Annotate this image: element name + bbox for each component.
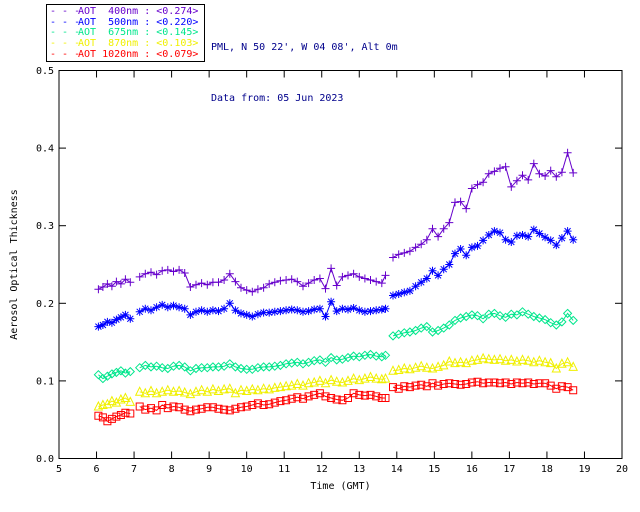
y-tick-label: 0.3: [36, 221, 54, 232]
x-tick-label: 16: [466, 464, 478, 475]
legend-dash-sample-1020nm: - - -: [50, 48, 81, 60]
plot-box: [58, 70, 623, 459]
x-tick-label: 11: [278, 464, 290, 475]
legend: - - - AOT 400nm : <0.274> - - - AOT 500n…: [46, 4, 205, 62]
y-tick-label: 0.1: [36, 376, 54, 387]
x-tick-label: 10: [241, 464, 253, 475]
y-tick-label: 0.4: [36, 144, 54, 155]
x-tick-label: 20: [616, 464, 628, 475]
legend-item-400nm: - - - AOT 400nm : <0.274>: [50, 7, 201, 18]
y-tick-label: 0.5: [36, 66, 54, 77]
y-tick-label: 0.0: [36, 454, 54, 465]
legend-label-400nm: AOT 400nm : <0.274>: [78, 6, 199, 18]
x-tick-label: 7: [131, 464, 137, 475]
x-tick-label: 17: [503, 464, 515, 475]
y-tick-label: 0.2: [36, 299, 54, 310]
series-500nm: [94, 225, 578, 331]
data-date: Data from: 05 Jun 2023: [211, 93, 344, 104]
station-info: PML, N 50 22', W 04 08', Alt 0m: [211, 42, 398, 53]
legend-dash-sample-400nm: - - -: [50, 6, 81, 18]
y-axis-title: Aerosol Optical Thickness: [9, 189, 20, 340]
legend-label-500nm: AOT 500nm : <0.220>: [78, 16, 199, 28]
x-tick-label: 14: [391, 464, 403, 475]
x-tick-label: 6: [94, 464, 100, 475]
series-markers-675nm: [93, 307, 578, 384]
x-tick-label: 9: [206, 464, 212, 475]
x-axis: 5 6 7 8 9 10 11 12 13 14 15 16 17 18 19 20 Time (GMT): [56, 70, 628, 492]
series-line-400nm: [98, 150, 574, 293]
legend-dash-sample-870nm: - - -: [50, 38, 81, 50]
legend-label-1020nm: AOT 1020nm : <0.079>: [78, 48, 199, 60]
series-400nm: [94, 148, 578, 296]
x-tick-label: 19: [578, 464, 590, 475]
x-tick-label: 8: [169, 464, 175, 475]
legend-dash-sample-500nm: - - -: [50, 16, 81, 28]
series-markers-1020nm: [94, 377, 578, 426]
x-tick-label: 12: [316, 464, 328, 475]
series-line-675nm: [98, 311, 574, 380]
legend-label-870nm: AOT 870nm : <0.103>: [78, 38, 199, 50]
x-tick-label: 5: [56, 464, 62, 475]
series-markers-500nm: [94, 225, 578, 331]
chart-header: PML, N 50 22', W 04 08', Alt 0m Data fro…: [211, 5, 398, 124]
series-870nm: [93, 352, 579, 411]
x-tick-label: 13: [353, 464, 365, 475]
legend-item-500nm: - - - AOT 500nm : <0.220>: [50, 16, 201, 29]
x-tick-label: 18: [541, 464, 553, 475]
legend-item-1020nm: - - - AOT 1020nm : <0.079>: [50, 49, 201, 60]
x-axis-title: Time (GMT): [310, 481, 370, 492]
legend-item-675nm: - - - AOT 675nm : <0.145>: [50, 28, 201, 39]
series-markers-400nm: [94, 148, 578, 296]
x-tick-label: 15: [428, 464, 440, 475]
series-675nm: [93, 307, 578, 384]
legend-item-870nm: - - - AOT 870nm : <0.103>: [50, 39, 201, 50]
legend-dash-sample-675nm: - - -: [50, 27, 81, 39]
series-1020nm: [94, 377, 578, 426]
axes: 5 6 7 8 9 10 11 12 13 14 15 16 17 18 19 20 Time (GMT) 0.0…: [9, 66, 628, 492]
y-axis: 0.0 0.1 0.2 0.3 0.4 0.5 Aerosol Optical Thickn…: [9, 66, 622, 465]
series-markers-870nm: [93, 352, 579, 411]
legend-label-675nm: AOT 675nm : <0.145>: [78, 27, 199, 39]
series-line-1020nm: [98, 381, 574, 422]
